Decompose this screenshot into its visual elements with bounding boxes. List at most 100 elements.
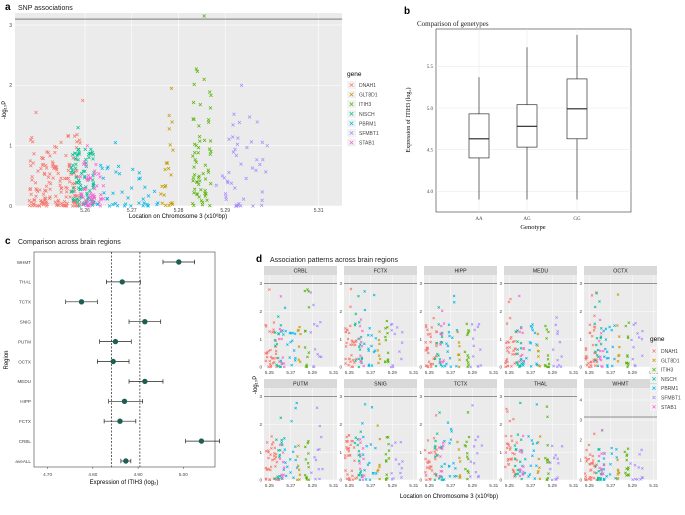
legend-label-dnah1: DNAH1: [661, 349, 678, 355]
facet-point: [349, 287, 353, 291]
panel-a-point: [199, 187, 203, 192]
facet-point: [385, 473, 389, 477]
facet-point: [433, 447, 437, 450]
facet-point: [458, 460, 462, 463]
facet-point: [269, 453, 272, 456]
facet-point: [357, 345, 361, 349]
facet-point: [361, 329, 364, 333]
facet-point: [273, 452, 276, 455]
facet-point: [514, 330, 518, 333]
facet-point: [593, 305, 597, 309]
facet-point: [432, 316, 436, 320]
panel-a-point: [63, 204, 67, 208]
facet-point: [599, 349, 602, 353]
facet-point: [625, 454, 629, 458]
facet-point: [458, 456, 461, 460]
panel-a-point: [209, 149, 213, 154]
facet-point: [427, 360, 431, 364]
facet-point: [508, 448, 512, 451]
facet-point: [303, 289, 307, 293]
facet-point: [477, 322, 481, 326]
facet-point: [426, 333, 430, 336]
panel-a-point: [163, 185, 167, 189]
panel-a-x-tick-label: 5.27: [127, 208, 137, 214]
facet-point: [555, 316, 558, 319]
panel-a-point: [98, 163, 103, 168]
facet-x-tick-label: 5.31: [569, 370, 578, 375]
facet-point: [515, 441, 519, 444]
panel-a-point: [41, 192, 46, 197]
facet-point: [316, 352, 320, 356]
facet-point: [616, 359, 620, 363]
panel-c-estimate-point: [121, 398, 128, 404]
facet-point: [282, 466, 286, 469]
facet-point: [519, 341, 523, 345]
facet-point: [276, 364, 280, 368]
panel-c-estimates: [65, 259, 220, 464]
panel-a-point: [168, 143, 172, 147]
facet-point: [605, 356, 609, 360]
panel-a-point: [78, 183, 83, 188]
facet-point: [383, 360, 387, 364]
facet-y-tick-label: 1: [339, 450, 342, 455]
facet-point: [476, 435, 480, 439]
facet-point: [321, 467, 324, 471]
facet-point: [554, 478, 557, 481]
facet-point: [548, 467, 552, 471]
facet-point: [506, 340, 509, 344]
panel-a-point: [111, 202, 115, 207]
facet-point: [600, 452, 604, 455]
panel-a-point: [191, 178, 195, 183]
panel-a-point: [195, 69, 200, 74]
facet-point: [272, 321, 276, 324]
facet-point: [544, 324, 547, 328]
facet-point: [597, 339, 601, 343]
facet-point: [271, 458, 274, 462]
facet-point: [438, 411, 441, 414]
panel-a-point: [197, 195, 201, 199]
facet-point: [363, 468, 366, 472]
facet-point: [275, 438, 278, 442]
facet-point: [519, 468, 522, 472]
panel-a-point: [74, 175, 78, 180]
facet-strip-label: HIPP: [454, 269, 467, 275]
facet-point: [593, 322, 597, 326]
facet-point: [442, 322, 446, 325]
facet-point: [434, 473, 438, 476]
facet-x-tick-label: 5.25: [585, 370, 594, 375]
panel-a-point: [236, 136, 240, 140]
facet-point: [274, 465, 277, 468]
facet-point: [378, 357, 382, 361]
facet-point: [457, 448, 461, 451]
facet-point: [354, 322, 357, 326]
panel-a-point: [207, 147, 212, 151]
facet-point: [347, 434, 351, 437]
facet-y-tick-label: 2: [419, 309, 422, 314]
facet-point: [442, 359, 446, 362]
panel-a-point: [73, 151, 77, 155]
facet-point: [537, 349, 540, 353]
facet-point: [597, 448, 601, 451]
facet-point: [349, 443, 352, 447]
panel-a-point: [93, 172, 97, 176]
facet-x-tick-label: 5.31: [569, 483, 578, 488]
facet-point: [318, 447, 321, 451]
panel-a-point: [244, 176, 248, 181]
facet-point: [603, 347, 607, 351]
facet-point: [538, 435, 542, 438]
facet-point: [268, 478, 272, 482]
facet-point: [268, 468, 272, 472]
facet-point: [362, 457, 365, 461]
facet-strip: [424, 379, 497, 388]
facet-point: [344, 345, 348, 348]
facet-point: [543, 363, 547, 367]
facet-point: [370, 334, 373, 337]
facet-point: [516, 340, 519, 344]
panel-a-point: [34, 187, 38, 191]
facet-point: [367, 364, 371, 368]
panel-a-point: [48, 195, 52, 199]
facet-point: [516, 363, 520, 366]
facet-point: [450, 430, 453, 433]
facet-point: [531, 442, 535, 446]
